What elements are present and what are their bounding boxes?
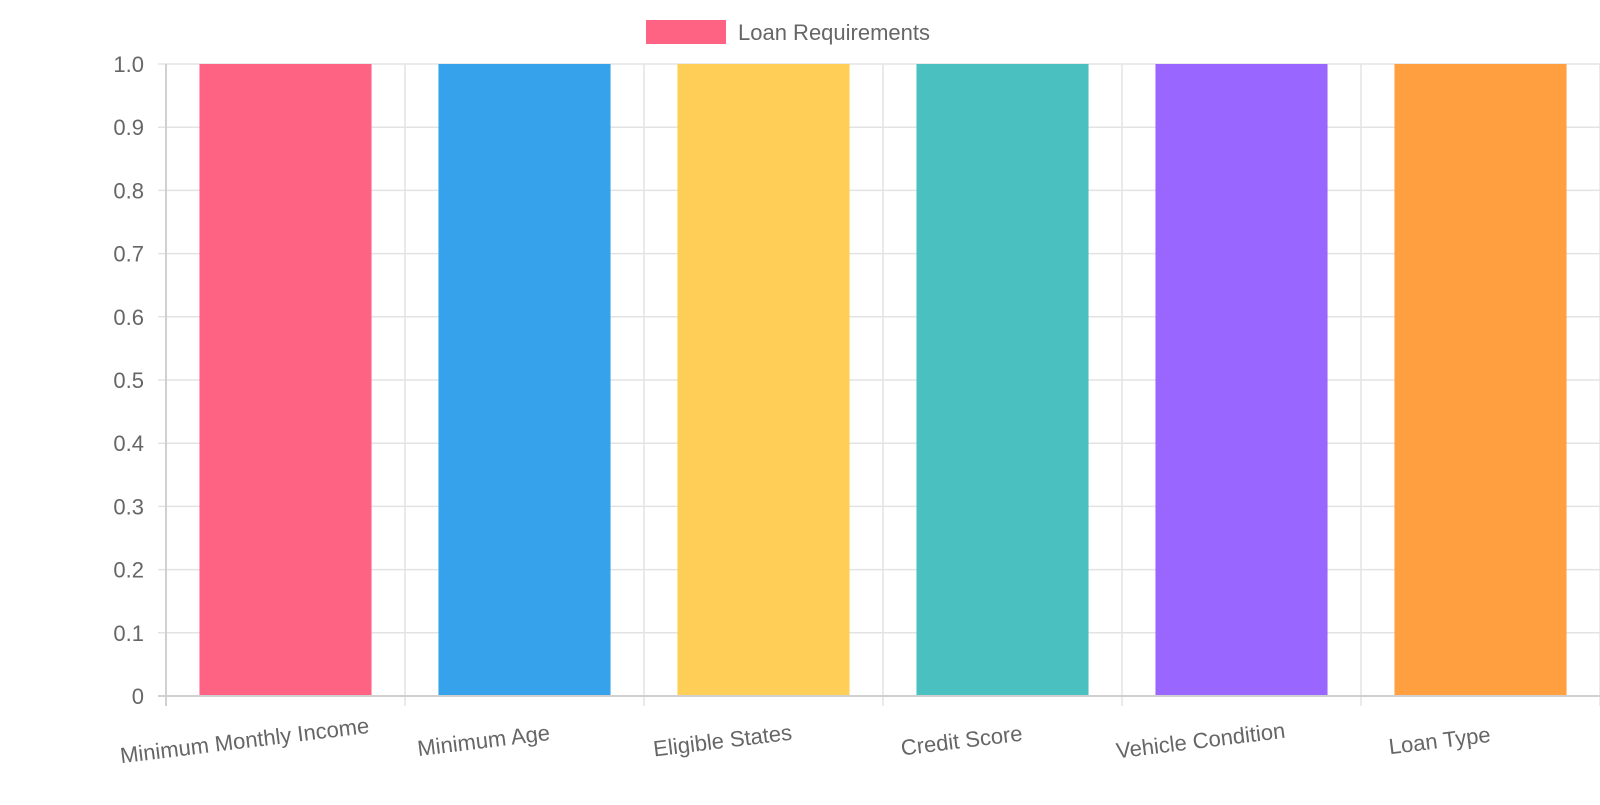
y-tick-label: 0.4 <box>113 431 144 456</box>
legend[interactable]: Loan Requirements <box>646 20 930 45</box>
legend-swatch[interactable] <box>646 20 726 44</box>
y-tick-label: 1.0 <box>113 52 144 77</box>
y-tick-labels: 0 0.1 0.2 0.3 0.4 0.5 0.6 0.7 0.8 0.9 1.0 <box>113 52 144 709</box>
y-tick-label: 0.6 <box>113 305 144 330</box>
y-tick-label: 0.3 <box>113 494 144 519</box>
y-tick-label: 0.7 <box>113 242 144 267</box>
x-tick-label: Vehicle Condition <box>1115 718 1287 764</box>
bar[interactable] <box>916 64 1089 696</box>
x-tick-label: Credit Score <box>899 721 1023 761</box>
bar[interactable] <box>677 64 850 696</box>
legend-label[interactable]: Loan Requirements <box>738 20 930 45</box>
bar[interactable] <box>199 64 372 696</box>
bars <box>199 64 1567 696</box>
x-tick-label: Minimum Monthly Income <box>119 713 371 768</box>
grid-lines <box>158 63 1600 706</box>
y-tick-label: 0.1 <box>113 621 144 646</box>
x-tick-labels: Minimum Monthly Income Minimum Age Eligibl… <box>119 713 1492 768</box>
axes <box>158 64 1600 706</box>
y-tick-label: 0 <box>132 684 144 709</box>
bar[interactable] <box>438 64 611 696</box>
x-tick-label: Minimum Age <box>416 720 551 761</box>
x-tick-label: Eligible States <box>652 720 793 762</box>
y-tick-label: 0.9 <box>113 115 144 140</box>
y-tick-label: 0.8 <box>113 178 144 203</box>
bar[interactable] <box>1394 64 1567 696</box>
y-tick-label: 0.5 <box>113 368 144 393</box>
y-tick-label: 0.2 <box>113 558 144 583</box>
bar[interactable] <box>1155 64 1328 696</box>
x-tick-label: Loan Type <box>1387 722 1492 759</box>
